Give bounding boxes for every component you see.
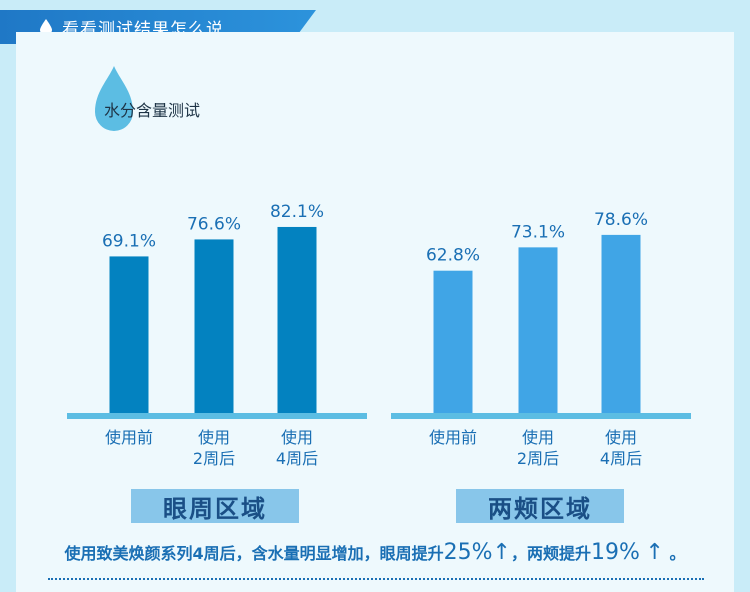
bar bbox=[601, 234, 641, 413]
caption-pct-cheek: 19% bbox=[590, 540, 640, 565]
baseline-right bbox=[391, 413, 691, 419]
category-label: 使用 bbox=[605, 428, 637, 447]
category-label: 4周后 bbox=[600, 449, 642, 468]
bar-value-label: 78.6% bbox=[594, 210, 648, 230]
dotted-divider bbox=[48, 578, 704, 580]
category-label: 4周后 bbox=[276, 449, 318, 468]
bar bbox=[518, 247, 558, 413]
result-caption: 使用致美焕颜系列4周后，含水量明显增加，眼周提升25%↑，两颊提升19% ↑ 。 bbox=[0, 540, 750, 565]
bar-value-label: 76.6% bbox=[187, 214, 241, 234]
category-label: 使用 bbox=[281, 428, 313, 447]
up-arrow-icon: ↑ bbox=[492, 540, 511, 565]
bar-value-label: 62.8% bbox=[426, 246, 480, 266]
category-label: 使用 bbox=[198, 428, 230, 447]
water-drop-icon bbox=[40, 19, 52, 35]
bar bbox=[277, 226, 317, 413]
caption-end: 。 bbox=[669, 544, 686, 563]
bar-value-label: 69.1% bbox=[102, 231, 156, 251]
bar bbox=[194, 239, 234, 413]
section-label-eye: 眼周区域 bbox=[131, 489, 299, 523]
section-label-cheek: 两颊区域 bbox=[456, 489, 624, 523]
category-label: 2周后 bbox=[193, 449, 235, 468]
category-label: 使用前 bbox=[105, 428, 153, 447]
category-label: 使用前 bbox=[429, 428, 477, 447]
large-water-drop-icon bbox=[95, 66, 133, 131]
bar bbox=[433, 270, 473, 413]
bar bbox=[109, 256, 149, 413]
baseline-left bbox=[67, 413, 367, 419]
category-label: 使用 bbox=[522, 428, 554, 447]
caption-part1: 使用致美焕颜系列4周后，含水量明显增加，眼周提升 bbox=[64, 544, 444, 563]
bar-value-label: 73.1% bbox=[511, 222, 565, 242]
caption-part2: ，两颊提升 bbox=[510, 544, 591, 563]
caption-pct-eye: 25% bbox=[443, 540, 493, 565]
bar-value-label: 82.1% bbox=[270, 202, 324, 222]
up-arrow-icon: ↑ bbox=[645, 540, 664, 565]
test-label: 水分含量测试 bbox=[104, 101, 200, 120]
category-label: 2周后 bbox=[517, 449, 559, 468]
